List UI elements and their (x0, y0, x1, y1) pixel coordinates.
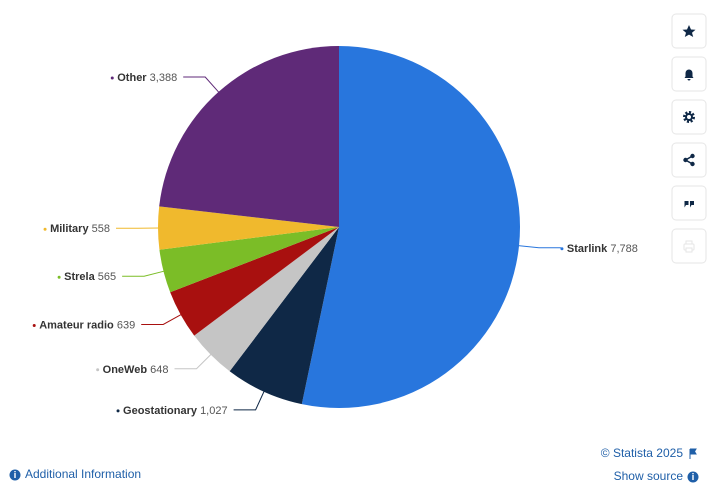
pie-slice (158, 206, 339, 250)
leader-line (122, 270, 166, 277)
slice-label: Other 3,388 (117, 72, 177, 84)
info-icon-glyph (14, 473, 16, 478)
slice-value: 648 (150, 364, 168, 376)
slice-value: 1,027 (200, 405, 228, 417)
leader-line (183, 76, 221, 94)
slice-value: 7,788 (610, 243, 638, 255)
slice-label: Geostationary 1,027 (123, 405, 228, 417)
slice-label: Starlink 7,788 (567, 243, 638, 255)
slice-name: Amateur radio (39, 319, 114, 331)
slice-value: 565 (98, 271, 116, 283)
slice-name: OneWeb (103, 364, 148, 376)
leader-line (516, 244, 561, 249)
slice-value: 558 (92, 223, 110, 235)
pie-slice (301, 46, 520, 408)
additional-info[interactable]: Additional Information (25, 467, 141, 481)
slice-value: 639 (117, 319, 135, 331)
copyright: © Statista 2025 (601, 446, 684, 460)
slice-name: Other (117, 72, 147, 84)
label-dot (96, 368, 100, 372)
slice-name: Strela (64, 271, 95, 283)
label-dot (560, 247, 564, 251)
share-button[interactable] (671, 142, 707, 178)
label-dot (57, 275, 61, 279)
pie-slice (159, 46, 339, 227)
notification-button[interactable] (671, 56, 707, 92)
pie-slice (194, 227, 339, 372)
settings-button[interactable] (671, 99, 707, 135)
pie-slice (229, 227, 339, 405)
label-dot (116, 409, 120, 413)
slice-value: 3,388 (150, 72, 178, 84)
flag-icon[interactable] (689, 448, 697, 459)
leader-line (174, 352, 213, 370)
info-icon-glyph (14, 471, 16, 473)
slice-name: Starlink (567, 243, 608, 255)
slice-label: Amateur radio 639 (39, 319, 135, 331)
favorite-button[interactable] (671, 13, 707, 49)
slice-name: Military (50, 223, 89, 235)
source-info-glyph (692, 475, 694, 480)
label-dot (110, 76, 114, 80)
pie: Starlink 7,788 Geostationary 1,027 OneWeb … (32, 46, 638, 417)
slice-name: Geostationary (123, 405, 198, 417)
print-button[interactable] (671, 228, 707, 264)
leader-line (141, 313, 183, 325)
pie-slice (170, 227, 339, 336)
label-dot (32, 323, 36, 327)
slice-label: Strela 565 (64, 271, 116, 283)
label-dot (43, 227, 47, 231)
slice-label: OneWeb 648 (103, 364, 169, 376)
show-source[interactable]: Show source (614, 469, 684, 483)
cite-button[interactable] (671, 185, 707, 221)
additional-info-link[interactable]: Additional Information (9, 467, 142, 481)
pie-slice (159, 227, 339, 293)
toolbar (671, 13, 707, 264)
source-info-glyph (692, 473, 694, 475)
leader-line (233, 389, 266, 411)
slice-label: Military 558 (50, 223, 110, 235)
